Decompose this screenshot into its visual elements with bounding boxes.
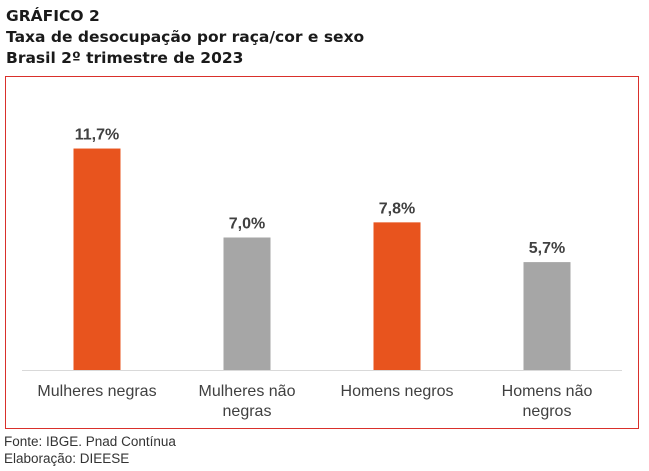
chart-frame	[5, 76, 639, 429]
chart-title: Taxa de desocupação por raça/cor e sexo	[6, 28, 365, 46]
category-label-1: Mulheres negras	[37, 383, 156, 400]
value-label-4: 5,7%	[529, 240, 565, 257]
chart-subtitle: Brasil 2º trimestre de 2023	[6, 49, 244, 67]
value-label-2: 7,0%	[229, 216, 265, 233]
bar-2	[223, 237, 271, 370]
category-label-2-line-1: Mulheres não	[199, 383, 296, 400]
chart-footer: Fonte: IBGE. Pnad Contínua Elaboração: D…	[4, 433, 176, 467]
bar-3	[373, 222, 421, 370]
source-note: Fonte: IBGE. Pnad Contínua	[4, 434, 176, 449]
chart-label: GRÁFICO 2	[6, 7, 100, 25]
category-label-3: Homens negros	[341, 383, 454, 400]
bar-4	[523, 262, 571, 370]
category-label-2-line-2: negras	[223, 403, 272, 420]
bar-1	[73, 148, 121, 370]
category-label-4-line-1: Homens não	[502, 383, 593, 400]
credit-note: Elaboração: DIEESE	[4, 451, 130, 466]
value-label-1: 11,7%	[75, 127, 119, 144]
category-label-4-line-2: negros	[523, 403, 572, 420]
value-label-3: 7,8%	[379, 200, 415, 217]
chart-header: GRÁFICO 2 Taxa de desocupação por raça/c…	[6, 6, 364, 69]
